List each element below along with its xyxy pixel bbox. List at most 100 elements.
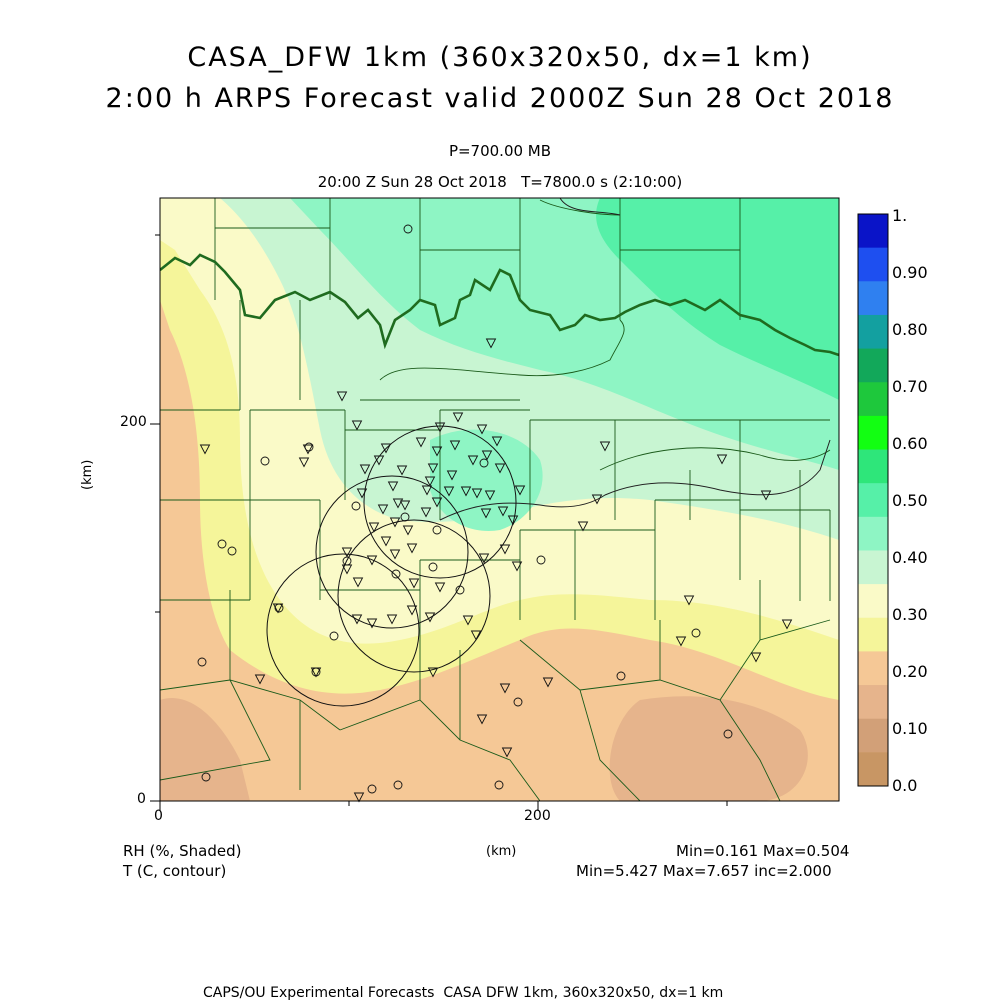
station-triangle-marker (431, 497, 443, 508)
colorbar-label: 0.60 (892, 434, 928, 453)
station-circle-marker (201, 772, 211, 782)
station-triangle-marker (478, 553, 490, 564)
station-triangle-marker (514, 485, 526, 496)
colorbar-swatch (858, 314, 888, 350)
radar-ring-4 (266, 553, 420, 707)
station-circle-marker (691, 628, 701, 638)
station-circle-marker (260, 456, 270, 466)
title-line-1: CASA_DFW 1km (360x320x50, dx=1 km) (187, 42, 813, 73)
shaded-field-label: RH (%, Shaded) (123, 842, 242, 860)
station-circle-marker (351, 501, 361, 511)
station-triangle-marker (501, 747, 513, 758)
station-triangle-marker (434, 582, 446, 593)
station-circle-marker (311, 667, 321, 677)
station-triangle-marker (298, 457, 310, 468)
station-circle-marker (393, 780, 403, 790)
station-triangle-marker (499, 683, 511, 694)
colorbar-swatch (858, 718, 888, 753)
colorbar-swatch (858, 516, 888, 551)
y-axis-unit: (km) (80, 459, 95, 490)
station-circle-marker (723, 729, 733, 739)
station-triangle-marker (781, 619, 793, 630)
contour-field-stats: Min=5.427 Max=7.657 inc=2.000 (576, 862, 832, 880)
station-triangle-marker (452, 412, 464, 423)
station-triangle-marker (392, 498, 404, 509)
radar-ring-3 (337, 519, 491, 673)
station-circle-marker (494, 780, 504, 790)
temperature-contour (439, 198, 831, 521)
station-triangle-marker (366, 618, 378, 629)
station-triangle-marker (499, 544, 511, 555)
station-triangle-marker (396, 465, 408, 476)
station-triangle-marker (424, 612, 436, 623)
station-triangle-marker (389, 517, 401, 528)
station-triangle-marker (389, 549, 401, 560)
station-triangle-marker (471, 488, 483, 499)
colorbar-swatch (858, 214, 888, 249)
station-triangle-marker (481, 450, 493, 461)
station-triangle-marker (366, 555, 378, 566)
station-triangle-marker (406, 605, 418, 616)
station-circle-marker (197, 657, 207, 667)
station-triangle-marker (491, 436, 503, 447)
station-triangle-marker (484, 490, 496, 501)
station-triangle-marker (497, 506, 509, 517)
station-triangle-marker (446, 470, 458, 481)
station-triangle-marker (462, 615, 474, 626)
colorbar-swatch (858, 752, 888, 787)
colorbar-swatch (858, 382, 888, 417)
station-triangle-marker (352, 577, 364, 588)
station-triangle-marker (467, 455, 479, 466)
station-triangle-marker (424, 476, 436, 487)
station-triangle-marker (476, 714, 488, 725)
colorbar (857, 213, 889, 787)
station-triangle-marker (470, 630, 482, 641)
station-circle-marker (400, 512, 410, 522)
station-triangle-marker (507, 515, 519, 526)
station-triangle-marker (341, 547, 353, 558)
station-triangle-marker (353, 792, 365, 803)
station-triangle-marker (683, 595, 695, 606)
station-triangle-marker (427, 667, 439, 678)
colorbar-label: 0.70 (892, 377, 928, 396)
station-circle-marker (391, 569, 401, 579)
radar-ring-2 (315, 475, 469, 629)
colorbar-label: 0.30 (892, 605, 928, 624)
radar-site-markers (197, 224, 733, 794)
station-triangle-marker (577, 521, 589, 532)
x-tick-200: 200 (524, 808, 551, 824)
station-triangle-marker (336, 391, 348, 402)
colorbar-label: 0.0 (892, 776, 918, 795)
station-triangle-marker (359, 464, 371, 475)
station-triangle-marker (387, 481, 399, 492)
station-triangle-marker (476, 424, 488, 435)
station-triangle-marker (427, 463, 439, 474)
station-triangle-marker (377, 504, 389, 515)
station-circle-marker (403, 224, 413, 234)
x-tick-0: 0 (154, 808, 163, 824)
surface-station-markers (199, 338, 793, 803)
rh-shading (160, 198, 839, 801)
station-triangle-marker (408, 578, 420, 589)
axis-ticks (150, 234, 728, 811)
colorbar-swatch (858, 247, 888, 282)
colorbar-swatch (858, 685, 888, 720)
station-circle-marker (367, 784, 377, 794)
station-circle-marker (329, 631, 339, 641)
station-circle-marker (304, 442, 314, 452)
station-triangle-marker (431, 446, 443, 457)
station-triangle-marker (373, 455, 385, 466)
station-triangle-marker (716, 454, 728, 465)
station-triangle-marker (434, 422, 446, 433)
station-triangle-marker (591, 494, 603, 505)
station-circle-marker (217, 539, 227, 549)
colorbar-swatch (858, 281, 888, 316)
radar-ring-1 (363, 425, 517, 579)
station-triangle-marker (406, 543, 418, 554)
station-circle-marker (479, 458, 489, 468)
x-axis-unit: (km) (486, 844, 517, 859)
valid-time: 20:00 Z Sun 28 Oct 2018 T=7800.0 s (2:10… (317, 173, 683, 191)
station-triangle-marker (494, 463, 506, 474)
colorbar-swatch (858, 483, 888, 518)
